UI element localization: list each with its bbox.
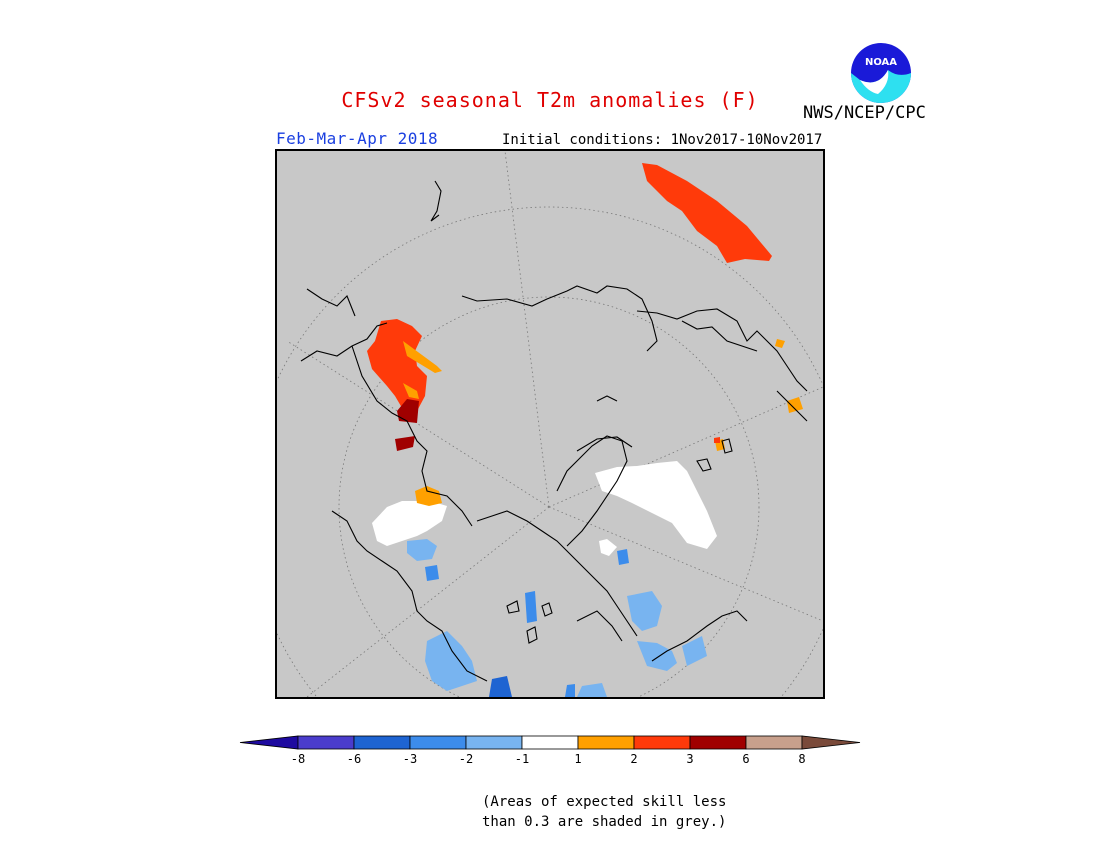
legend-swatch-lowest (239, 735, 299, 750)
initial-conditions: Initial conditions: 1Nov2017-10Nov2017 (502, 132, 823, 148)
near-normal-region-europe (595, 461, 717, 549)
legend-tick-labels: -8 -6 -3 -2 -1 1 2 3 6 8 (291, 752, 806, 766)
legend-swatch-6 (577, 735, 635, 750)
skill-note-line2: than 0.3 are shaded in grey.) (482, 814, 727, 830)
legend-tick-label: -1 (515, 752, 529, 766)
map-panel (275, 149, 825, 699)
map-title: CFSv2 seasonal T2m anomalies (F) (341, 88, 759, 112)
warm-anomaly-small-east (714, 437, 720, 443)
warm-anomaly-region-northeast (642, 163, 772, 263)
skill-note: (Areas of expected skill less than 0.3 a… (482, 792, 742, 832)
legend-tick-label: -8 (291, 752, 305, 766)
legend-tick-label: 6 (742, 752, 749, 766)
warm-anomaly-darkred-west (395, 399, 419, 451)
legend-swatch-8 (689, 735, 747, 750)
outer-latitude-circle (277, 206, 823, 697)
skill-note-line1: (Areas of expected skill less (482, 794, 727, 810)
legend-tick-label: 3 (686, 752, 693, 766)
near-normal-region-greenland (599, 539, 617, 556)
near-normal-region-alaska (372, 496, 447, 546)
legend-tick-label: 1 (574, 752, 581, 766)
legend-swatches (239, 735, 861, 750)
color-legend: -8 -6 -3 -2 -1 1 2 3 6 8 (239, 735, 861, 766)
legend-tick-label: 8 (798, 752, 805, 766)
legend-tick-label: -2 (459, 752, 473, 766)
noaa-logo-icon: NOAA (849, 41, 913, 105)
legend-swatch-4 (465, 735, 523, 750)
coastlines (300, 180, 808, 682)
latitude-gridlines (277, 206, 823, 697)
legend-tick-label: -6 (347, 752, 361, 766)
legend-swatch-3 (409, 735, 467, 750)
warm-anomaly-orange-west (403, 341, 442, 399)
legend-swatch-9 (745, 735, 803, 750)
longitude-gridlines (286, 151, 823, 697)
legend-swatch-7 (633, 735, 691, 750)
warm-anomaly-orange-east (715, 339, 803, 451)
legend-swatch-2 (353, 735, 411, 750)
cold-anomaly-regions (407, 539, 707, 697)
legend-swatch-1 (297, 735, 355, 750)
legend-tick-label: 2 (630, 752, 637, 766)
logo-text: NOAA (865, 57, 897, 68)
legend-swatch-highest (801, 735, 861, 750)
warm-anomaly-alaska-orange (415, 486, 442, 506)
forecast-period: Feb-Mar-Apr 2018 (276, 129, 439, 148)
agency-label: NWS/NCEP/CPC (803, 103, 926, 123)
legend-tick-label: -3 (403, 752, 417, 766)
legend-swatch-5 (521, 735, 579, 750)
polar-map (277, 151, 823, 697)
